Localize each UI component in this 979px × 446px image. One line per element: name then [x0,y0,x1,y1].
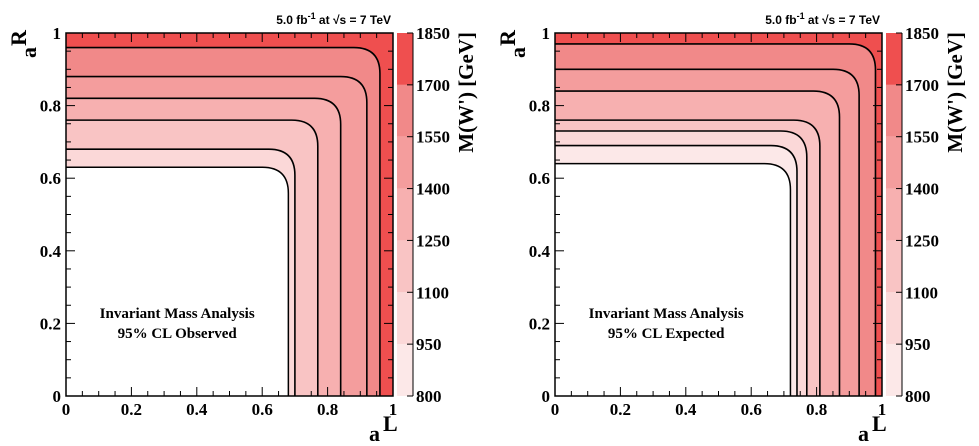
contour-band-1100 [555,33,882,396]
x-tick-label: 0 [62,400,71,419]
color-scale-band [397,344,413,396]
y-tick-label: 0.4 [40,242,62,261]
z-tick-label: 950 [416,335,442,354]
x-tick-label: 0.8 [317,400,338,419]
y-tick-label: 0.2 [529,314,550,333]
annotation-line-2: 95% CL Expected [608,326,725,342]
y-tick-label: 0.6 [529,169,550,188]
contour-line-1250 [66,119,319,396]
color-scale-band [397,240,413,293]
annotation-line-1: Invariant Mass Analysis [100,306,255,322]
color-scale-band [397,136,413,189]
contour-line-1550 [555,68,860,396]
y-axis-label-group: aR [495,29,530,58]
color-scale-band [397,33,413,85]
contour-line-1400 [66,97,342,396]
y-axis-label: a [505,47,530,58]
x-tick-label: 0.4 [186,400,208,419]
z-tick-label: 1700 [416,76,450,95]
z-tick-label: 1700 [905,76,939,95]
contour-band-1550 [66,33,393,396]
excluded-region [66,167,289,396]
y-tick-label: 1 [542,24,551,43]
z-tick-label: 800 [905,387,931,406]
color-scale-band [886,136,902,189]
luminosity-label: 5.0 fb-1 at √s = 7 TeV [765,11,880,27]
excluded-region [555,163,791,396]
annotation-line-2: 95% CL Observed [118,326,238,342]
y-tick-label: 0.4 [529,242,551,261]
color-scale-band [886,240,902,293]
x-axis-label-sup: L [383,411,398,436]
contour-band-1250 [66,33,393,396]
color-scale-band [397,292,413,345]
contour-line-1100 [66,148,296,396]
x-tick-label: 1 [389,400,398,419]
z-axis-label-group: M(W') [GeV] [943,32,967,153]
y-tick-label: 0.8 [529,97,550,116]
x-tick-label: 0.2 [121,400,142,419]
color-scale: 800 950 1100 1250 1400 1550 1700 1850 [886,24,939,406]
x-axis-label: a [369,421,380,446]
luminosity-label: 5.0 fb-1 at √s = 7 TeV [276,11,391,27]
z-tick-label: 1850 [416,24,450,43]
y-axis-label-sup: R [6,29,31,46]
x-tick-label: 0.6 [741,400,762,419]
color-scale-band [397,84,413,137]
z-axis-label-group: M(W') [GeV] [454,32,478,153]
contour-line-1100 [555,130,808,396]
color-scale-band [886,344,902,396]
y-tick-label: 0 [53,387,62,406]
x-axis-label: a [858,421,869,446]
axis-ticks [65,32,394,397]
x-tick-label: 0.2 [610,400,631,419]
contour-line-950 [555,144,798,396]
color-scale-band [886,292,902,345]
contour-line-1250 [555,119,821,396]
axis-ticks [554,32,883,397]
z-tick-label: 1850 [905,24,939,43]
z-tick-label: 1400 [905,180,939,199]
z-tick-label: 1400 [416,180,450,199]
x-axis-label-sup: L [872,411,887,436]
x-tick-label: 0.4 [675,400,697,419]
color-scale-band [886,33,902,85]
x-tick-label: 0 [551,400,560,419]
y-axis-label: a [16,47,41,58]
annotation-line-1: Invariant Mass Analysis [589,306,744,322]
z-tick-label: 1100 [905,283,938,302]
x-tick-label: 0.8 [806,400,827,419]
z-tick-label: 1100 [416,283,449,302]
color-scale-band [886,188,902,241]
contour-line-1700 [555,43,877,396]
y-tick-label: 0.8 [40,97,61,116]
y-tick-label: 0 [542,387,551,406]
excluded-boundary [555,162,792,396]
y-tick-label: 0.6 [40,169,61,188]
y-axis-label-sup: R [495,29,520,46]
z-axis-label: M(W') [GeV] [943,32,967,153]
z-tick-label: 1550 [905,128,939,147]
contour-line-1400 [555,90,841,396]
y-axis-label-group: aR [6,29,41,58]
x-tick-label: 1 [878,400,887,419]
contour-line-1700 [66,46,381,396]
excluded-boundary [66,166,290,396]
z-tick-label: 1250 [905,231,939,250]
contour-line-1550 [66,75,368,396]
y-tick-label: 1 [53,24,62,43]
z-tick-label: 950 [905,335,931,354]
z-tick-label: 1550 [416,128,450,147]
z-tick-label: 800 [416,387,442,406]
z-tick-label: 1250 [416,231,450,250]
color-scale-band [397,188,413,241]
color-scale-band [886,84,902,137]
color-scale: 800 950 1100 1250 1400 1550 1700 1850 [397,24,450,406]
x-tick-label: 0.6 [252,400,273,419]
z-axis-label: M(W') [GeV] [454,32,478,153]
y-tick-label: 0.2 [40,314,61,333]
